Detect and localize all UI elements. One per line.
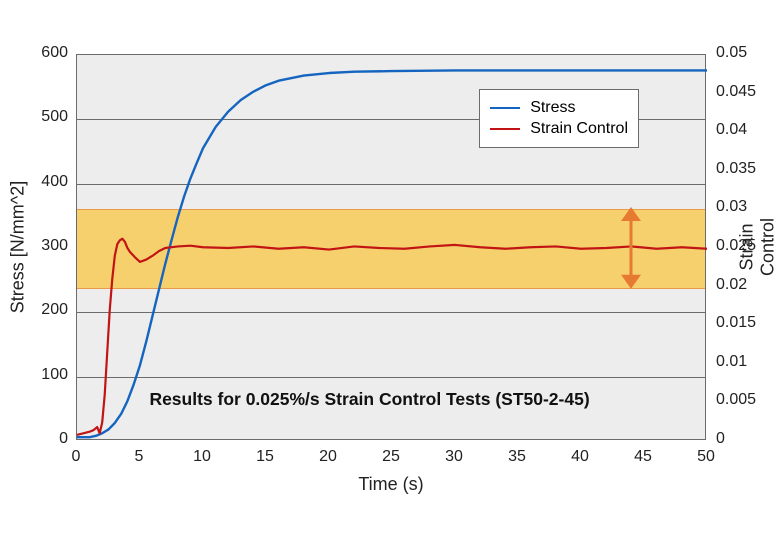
- x-tick-label: 45: [634, 448, 652, 466]
- y-right-tick-label: 0.005: [716, 391, 772, 409]
- two-head-arrow-icon: [618, 207, 644, 289]
- legend: Stress Strain Control: [479, 89, 639, 148]
- y-left-tick-label: 600: [24, 44, 68, 62]
- y-right-tick-label: 0.045: [716, 83, 772, 101]
- y-right-tick-label: 0.01: [716, 353, 772, 371]
- x-tick-label: 25: [382, 448, 400, 466]
- y-right-tick-label: 0.02: [716, 276, 772, 294]
- subtitle-text: Results for 0.025%/s Strain Control Test…: [149, 389, 589, 410]
- legend-item-stress: Stress: [490, 99, 628, 117]
- x-tick-label: 0: [72, 448, 81, 466]
- y-left-tick-label: 500: [24, 108, 68, 126]
- y-right-tick-label: 0.015: [716, 314, 772, 332]
- legend-label-stress: Stress: [530, 99, 575, 117]
- legend-label-strain: Strain Control: [530, 120, 628, 138]
- x-tick-label: 5: [135, 448, 144, 466]
- y-left-tick-label: 300: [24, 237, 68, 255]
- y-left-tick-label: 100: [24, 366, 68, 384]
- x-axis-label: Time (s): [358, 474, 423, 495]
- y-right-tick-label: 0.03: [716, 198, 772, 216]
- x-tick-label: 15: [256, 448, 274, 466]
- y-right-tick-label: 0.025: [716, 237, 772, 255]
- x-tick-label: 40: [571, 448, 589, 466]
- y-left-tick-label: 400: [24, 173, 68, 191]
- x-tick-label: 10: [193, 448, 211, 466]
- y-left-tick-label: 200: [24, 301, 68, 319]
- legend-swatch-strain: [490, 128, 520, 130]
- y-right-tick-label: 0.04: [716, 121, 772, 139]
- y-right-tick-label: 0.05: [716, 44, 772, 62]
- x-tick-label: 20: [319, 448, 337, 466]
- y-right-tick-label: 0: [716, 430, 772, 448]
- y-left-tick-label: 0: [24, 430, 68, 448]
- x-tick-label: 30: [445, 448, 463, 466]
- y-right-tick-label: 0.035: [716, 160, 772, 178]
- chart-container: Results for 0.025%/s Strain Control Test…: [0, 0, 780, 560]
- x-tick-label: 50: [697, 448, 715, 466]
- legend-swatch-stress: [490, 107, 520, 109]
- legend-item-strain: Strain Control: [490, 120, 628, 138]
- x-tick-label: 35: [508, 448, 526, 466]
